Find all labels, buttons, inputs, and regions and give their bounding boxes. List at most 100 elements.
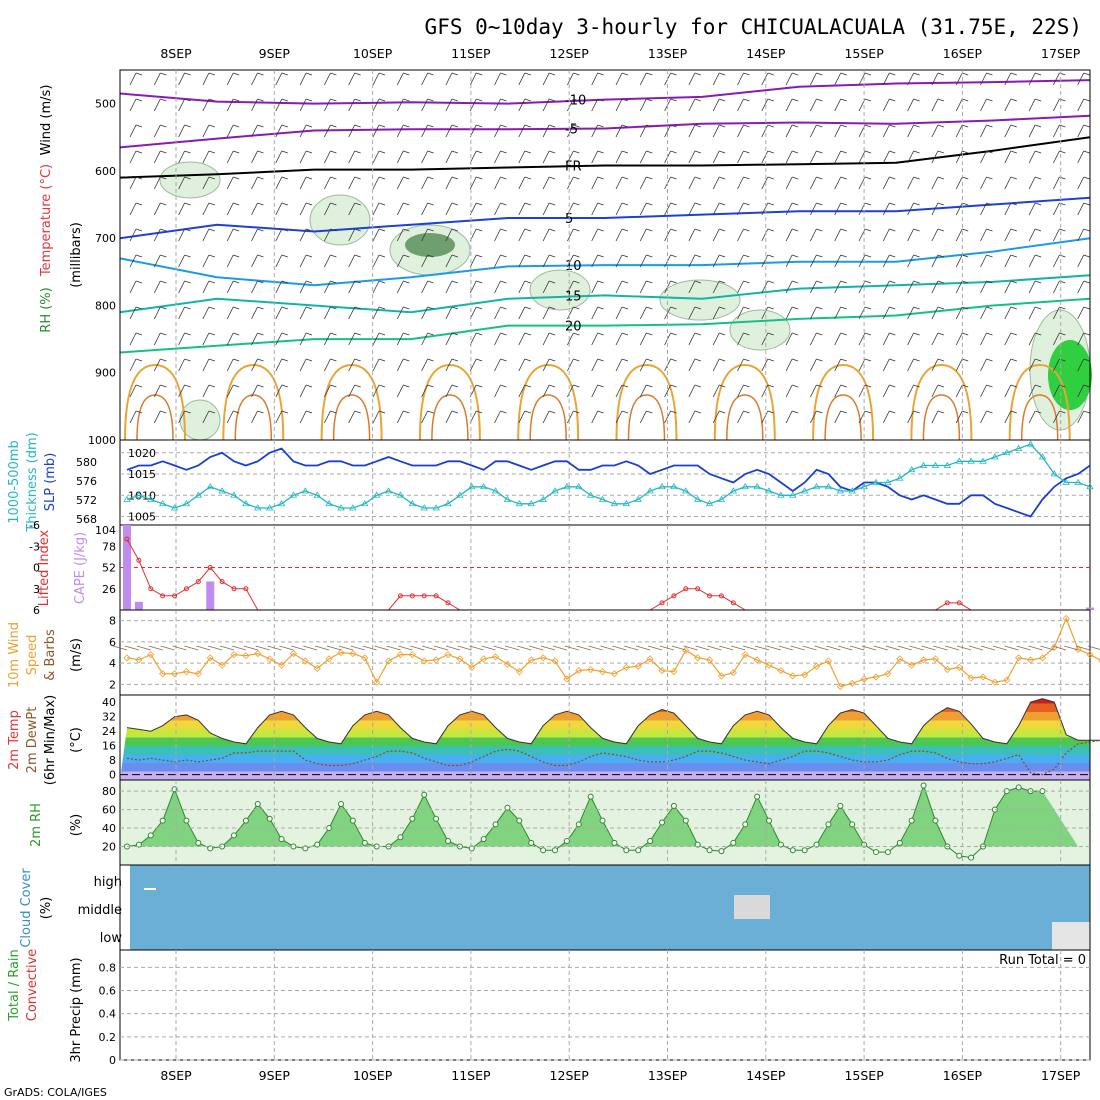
wind10-barb	[445, 645, 460, 651]
wind-barb-flag	[354, 332, 361, 336]
wind-barb	[639, 124, 647, 138]
wind-barb	[785, 150, 793, 164]
wind-barb	[275, 202, 283, 216]
wind10-barb	[374, 645, 389, 651]
wind-barb	[639, 410, 647, 424]
wind-barb-flag	[233, 228, 240, 232]
wind-barb	[542, 202, 550, 216]
wind-barb	[882, 280, 890, 294]
wind-barb	[372, 384, 380, 398]
rh2m-marker	[563, 837, 570, 844]
wind-barb	[931, 228, 939, 242]
slp-tick-label: 1020	[128, 447, 156, 460]
wind10-marker	[598, 668, 607, 676]
thickness-marker	[907, 465, 916, 473]
wind-barb-flag	[427, 98, 434, 102]
wind-barb-flag	[962, 254, 969, 258]
wind-barb-flag	[791, 384, 799, 388]
rh2m-marker	[659, 819, 665, 826]
wind-barb-flag	[160, 254, 167, 258]
wind-barb-flag	[305, 124, 313, 128]
wind-barb	[542, 384, 550, 398]
wind-barb-flag	[281, 410, 288, 414]
wind-barb	[251, 228, 258, 242]
wind-barb	[761, 384, 769, 398]
wind-barb	[1077, 358, 1085, 372]
wind-barb	[445, 332, 453, 346]
cape-tick-label: 78	[102, 540, 116, 553]
wind-barb	[324, 332, 331, 346]
bottom-date-label: 9SEP	[259, 1068, 291, 1083]
wind-barb-flag	[913, 150, 920, 154]
wind-barb-flag	[330, 150, 337, 154]
wind-barb	[396, 384, 404, 398]
thickness-marker	[468, 482, 476, 490]
wind-barb-flag	[135, 254, 143, 258]
wind-barb	[785, 176, 793, 190]
wind-barb	[494, 254, 501, 268]
wind10-marker	[670, 668, 678, 676]
wind-barb-flag	[135, 358, 143, 362]
wind-barb-flag	[694, 124, 702, 128]
wind10-marker	[943, 665, 951, 674]
wind-barb	[615, 306, 623, 320]
wind-barb	[518, 98, 526, 112]
wind-barb	[639, 228, 647, 242]
wind-barb	[834, 202, 842, 216]
wind-barb	[542, 358, 550, 372]
wind-barb	[712, 98, 720, 112]
wind-barb-flag	[135, 176, 143, 180]
wind-barb-flag	[986, 410, 993, 414]
wind-barb-flag	[962, 306, 969, 310]
wind-barb	[664, 384, 671, 398]
top-date-label: 15SEP	[844, 46, 884, 61]
wind-barb-flag	[500, 72, 507, 76]
wind-barb-flag	[330, 254, 337, 258]
wind-barb	[226, 306, 234, 320]
wind-barb-flag	[767, 176, 774, 180]
wind10-barb	[885, 645, 900, 651]
wind-barb-flag	[913, 72, 920, 76]
warm-contour	[418, 363, 481, 441]
wind-barb	[1028, 306, 1036, 320]
wind-barb	[251, 150, 258, 164]
wind10-marker	[420, 657, 428, 665]
temperature-contour	[119, 274, 1091, 314]
wind-barb	[1077, 384, 1085, 398]
top-date-label: 16SEP	[943, 46, 983, 61]
wind-barb-flag	[962, 124, 969, 128]
wind-barb-flag	[791, 176, 799, 180]
wind-barb	[178, 202, 185, 216]
wind-barb-flag	[184, 254, 191, 258]
wind-barb-flag	[743, 124, 750, 128]
wind-barb-flag	[670, 72, 677, 76]
rh2m-marker	[801, 847, 808, 854]
wind-barb-flag	[864, 124, 872, 128]
thickness-marker	[824, 482, 833, 490]
wind-barb-flag	[524, 410, 531, 414]
warm-contour-inner	[529, 394, 567, 441]
wind10-barb	[540, 645, 556, 651]
rh2m-marker	[706, 847, 713, 854]
wind-barb	[834, 124, 842, 138]
wind-barb	[202, 228, 210, 242]
wind-barb-flag	[840, 254, 847, 258]
wind-barb	[275, 358, 283, 372]
wind-barb-flag	[378, 358, 386, 362]
wind-barb-flag	[962, 384, 969, 388]
wind10-barb	[838, 645, 853, 651]
wind-barb	[712, 72, 720, 86]
wind-barb-flag	[330, 202, 337, 206]
pressure-tick-label: 1000	[88, 434, 116, 447]
wind-barb	[396, 98, 404, 112]
wind10-marker	[539, 654, 547, 662]
wind-barb	[712, 202, 720, 216]
wind-barb-flag	[840, 202, 847, 206]
wind-barb-flag	[184, 384, 191, 388]
wind10-marker	[634, 662, 642, 670]
wind-barb-flag	[962, 280, 969, 284]
wind-barb	[1053, 176, 1060, 190]
wind-barb-flag	[573, 228, 580, 232]
wind-barb-flag	[573, 384, 580, 388]
wind-barb-flag	[864, 228, 872, 232]
